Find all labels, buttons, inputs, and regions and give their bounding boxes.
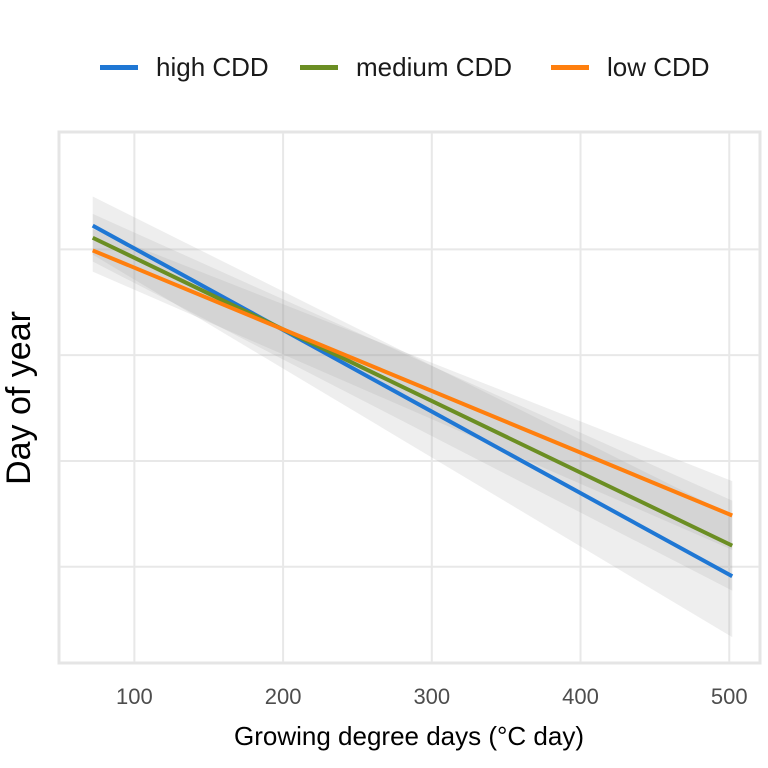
x-axis-ticks: 100 200 300 400 500 (116, 684, 748, 709)
legend-key-high-cdd (100, 64, 138, 70)
plot-panel-border (57, 130, 762, 665)
x-tick-label-300: 300 (413, 684, 450, 709)
grid (60, 133, 759, 662)
legend-item-low-cdd: low CDD (551, 50, 710, 84)
legend-key-medium-cdd (300, 64, 338, 70)
legend: high CDD medium CDD low CDD (0, 50, 768, 84)
y-axis-title: Day of year (0, 311, 38, 485)
x-tick-label-400: 400 (562, 684, 599, 709)
series-line-medium-cdd (91, 235, 734, 548)
x-tick-label-200: 200 (265, 684, 302, 709)
legend-label-high-cdd: high CDD (156, 51, 269, 82)
series-line-low-cdd (91, 248, 733, 518)
x-tick-label-500: 500 (711, 684, 748, 709)
legend-item-high-cdd: high CDD (100, 50, 269, 84)
series-line-high-cdd (91, 223, 734, 579)
legend-key-low-cdd (551, 64, 589, 70)
series-lines (91, 223, 734, 579)
x-tick-label-100: 100 (116, 684, 153, 709)
legend-item-medium-cdd: medium CDD (300, 50, 512, 84)
legend-label-low-cdd: low CDD (607, 51, 710, 82)
confidence-ribbons (92, 196, 733, 638)
x-axis-title: Growing degree days (°C day) (234, 721, 584, 751)
legend-label-medium-cdd: medium CDD (356, 51, 513, 82)
ci-ribbon-high-cdd (92, 196, 733, 638)
